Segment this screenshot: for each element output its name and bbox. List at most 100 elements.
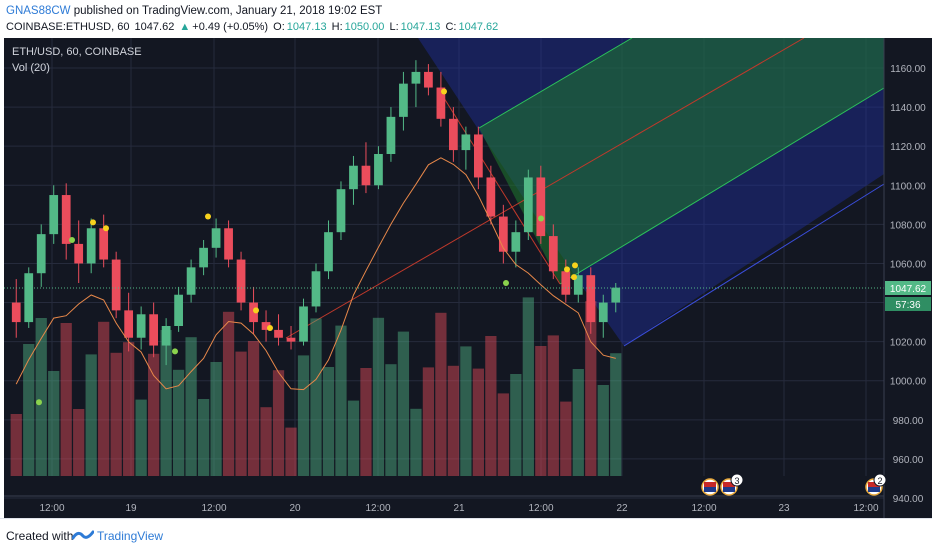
volume-bar [148,353,160,476]
symbol-legend[interactable]: ETH/USD, 60, COINBASE [12,46,142,58]
publish-header: GNAS88CW published on TradingView.com, J… [0,0,932,38]
volume-bar [360,368,372,476]
volume-bar [372,317,385,476]
signal-dot [538,215,544,222]
time-tick-label: 22 [616,503,628,514]
signal-dot [571,274,577,281]
candle-body [411,71,421,84]
price-tick-label: 1160.00 [890,64,926,75]
volume-bar [522,297,534,476]
candle-body [324,232,333,272]
volume-bar [572,369,584,476]
candle-body [573,275,583,295]
close-value: 1047.62 [458,21,499,33]
event-badge-1[interactable]: 3 [701,473,744,496]
time-tick-label: 12:00 [365,503,390,514]
time-tick-label: 23 [778,503,790,514]
author-link[interactable]: GNAS88CW [6,5,71,17]
signal-dot [205,213,211,220]
event-badge-2[interactable]: 2 [865,473,887,496]
change-value: +0.49 (+0.05%) [192,21,269,33]
channel-outer-line [623,183,885,347]
volume-bar [347,400,360,476]
candle-body [361,165,371,186]
candle-body [61,195,71,244]
price-tick-label: 1060.00 [890,259,927,270]
chart-area[interactable]: 1160.00 1140.00 1120.00 1100.00 1080.00 1060.… [4,38,932,518]
candle-body [11,302,21,323]
candle-body [36,234,46,274]
event-badge-count-2: 2 [877,476,882,486]
signal-dot [103,225,109,232]
volume-bar [247,341,260,476]
volume-bar [485,336,497,476]
signal-dot [172,348,178,355]
close-label: C: [445,21,457,33]
countdown-tag-text: 57:36 [895,300,920,311]
time-tick-label: 12:00 [201,503,226,514]
volume-legend[interactable]: Vol (20) [12,62,50,74]
candle-body [349,165,358,190]
countdown-tag: 57:36 [885,297,931,311]
last-price: 1047.62 [134,21,175,33]
time-tick-label: 12:00 [39,503,64,514]
candle-body [461,134,471,151]
candle-body [174,294,183,326]
time-axis[interactable]: 12:00 19 12:00 20 12:00 21 12:00 22 12:00 23 12:00 [39,503,878,514]
time-tick-label: 12:00 [528,503,553,514]
price-tick-label: 1100.00 [890,181,926,192]
candle-body [186,267,196,295]
candle-body [523,177,533,233]
volume-bar [460,346,472,476]
price-tick-label: 960.00 [893,455,924,466]
candle-body [299,306,308,342]
signal-dot [90,219,96,226]
price-tick-label: 980.00 [893,416,924,427]
open-value: 1047.13 [286,21,327,33]
volume-bar [110,352,122,476]
candle-body [473,134,483,178]
candle-body [286,337,296,342]
candle-body [311,271,321,307]
signal-dot [267,324,273,331]
volume-bar [10,414,22,476]
tradingview-logo-icon[interactable] [72,528,94,542]
volume-bar [235,351,247,476]
candle-body [449,118,458,151]
candle-body [199,247,208,268]
volume-bar [535,346,547,476]
channel-upper-line [478,38,633,129]
price-tick-label: 1120.00 [890,142,926,153]
high-value: 1050.00 [344,21,385,33]
candle-body [49,195,59,235]
candle-body [436,87,446,119]
low-value: 1047.13 [400,21,441,33]
time-tick-label: 12:00 [691,503,716,514]
volume-bars [10,297,622,476]
signal-dot [564,266,570,273]
volume-bar [260,407,272,476]
volume-bar [385,364,397,476]
time-tick-label: 12:00 [853,503,878,514]
volume-bar [135,399,147,476]
volume-bar [335,325,347,476]
channel-green-band [479,38,884,284]
publish-info: published on TradingView.com, January 21… [70,5,383,17]
candle-body [374,154,383,186]
last-price-tag-text: 1047.62 [890,284,927,295]
signal-dot [503,280,509,286]
volume-bar [510,374,522,476]
volume-bar [73,409,85,476]
volume-bar [222,311,235,476]
open-label: O: [273,21,285,33]
volume-bar [410,408,422,476]
tradingview-link[interactable]: TradingView [97,529,164,543]
price-chart[interactable]: 1160.00 1140.00 1120.00 1100.00 1080.00 1060.… [4,38,932,518]
candle-body [136,314,146,338]
price-tick-label: 1080.00 [890,220,927,231]
candle-body [249,302,258,323]
candle-body [99,228,109,260]
candle-body [86,228,96,264]
moving-average-line [15,157,616,391]
time-tick-label: 20 [289,503,301,514]
